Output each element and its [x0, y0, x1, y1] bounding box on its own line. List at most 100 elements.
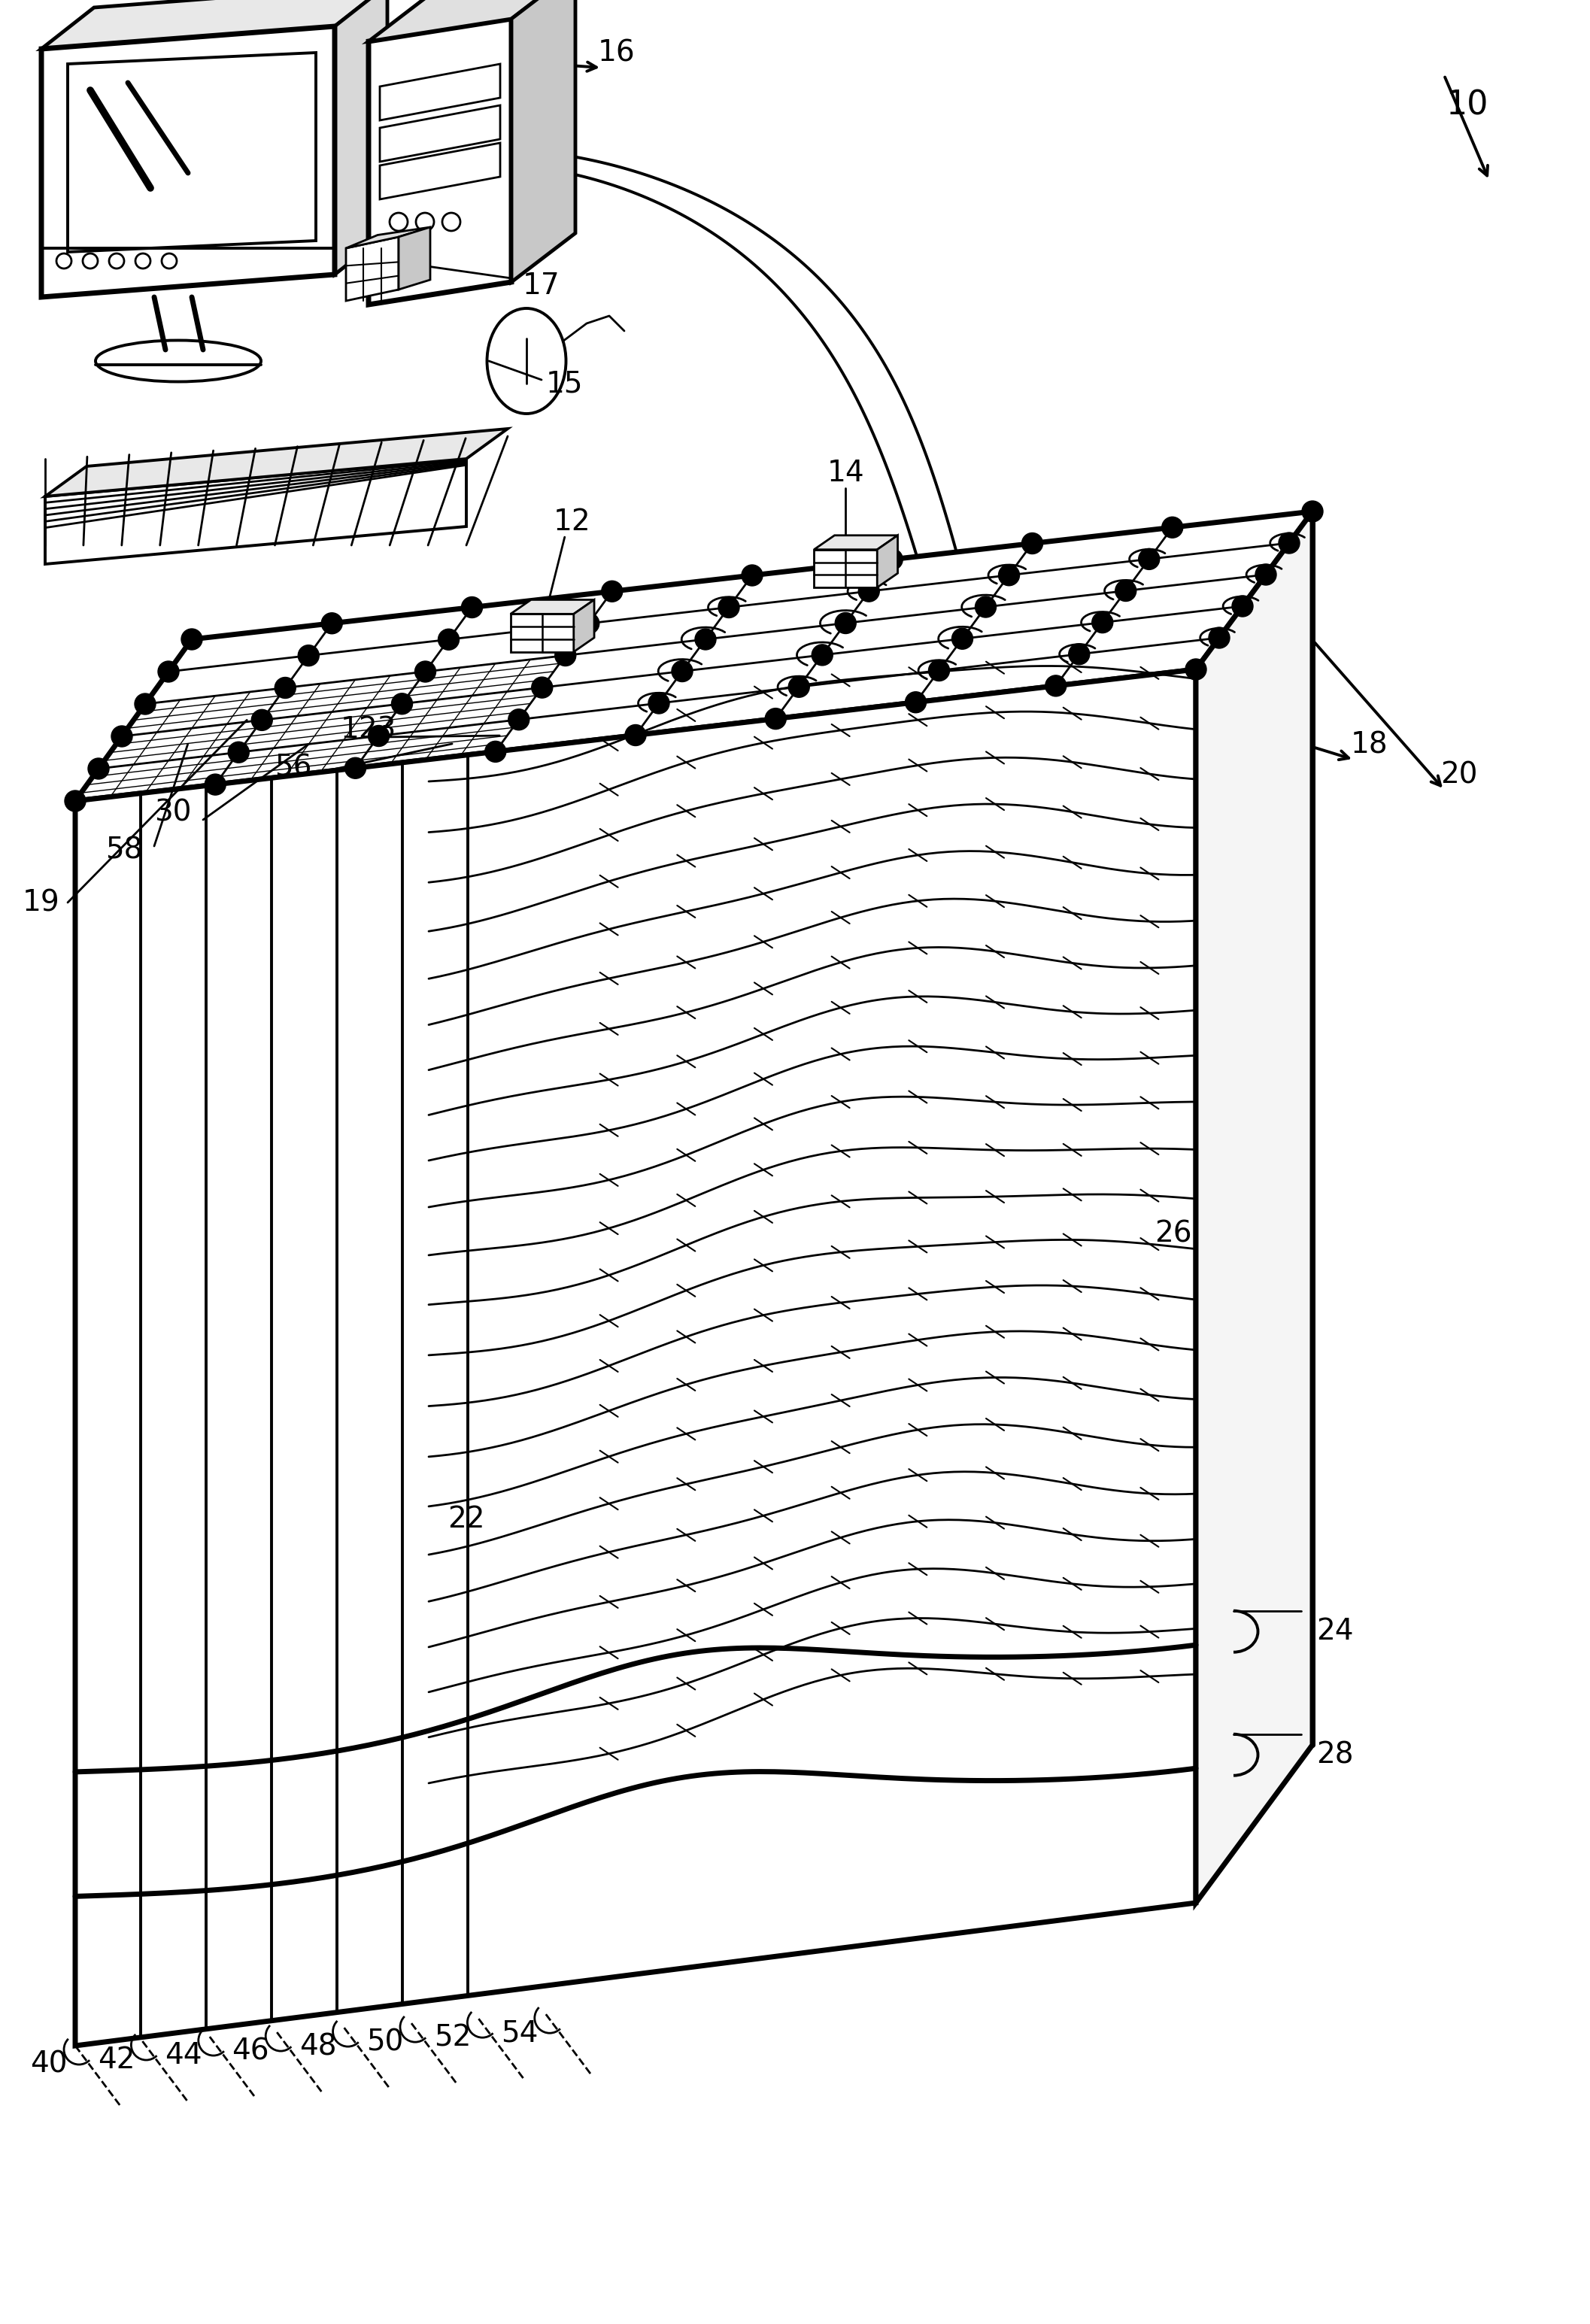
- Text: 44: 44: [165, 2040, 202, 2071]
- Circle shape: [741, 565, 763, 586]
- Circle shape: [719, 597, 739, 618]
- Circle shape: [555, 646, 576, 667]
- Circle shape: [1068, 644, 1089, 665]
- Text: 19: 19: [22, 888, 60, 916]
- Circle shape: [789, 676, 809, 697]
- Text: 15: 15: [545, 370, 582, 397]
- Circle shape: [999, 565, 1019, 586]
- Circle shape: [1092, 611, 1113, 632]
- Circle shape: [1302, 502, 1323, 523]
- Text: 58: 58: [105, 837, 143, 865]
- Circle shape: [391, 693, 412, 713]
- Polygon shape: [347, 237, 399, 300]
- Circle shape: [1255, 565, 1277, 586]
- Text: 123: 123: [340, 716, 396, 744]
- Polygon shape: [510, 600, 595, 614]
- Text: 17: 17: [523, 272, 560, 300]
- Polygon shape: [75, 669, 1196, 2045]
- Polygon shape: [510, 614, 574, 651]
- Polygon shape: [512, 0, 576, 281]
- Polygon shape: [335, 0, 388, 274]
- Circle shape: [859, 581, 879, 602]
- Circle shape: [369, 725, 390, 746]
- Text: 22: 22: [448, 1506, 485, 1534]
- Text: 56: 56: [275, 753, 312, 781]
- Text: 16: 16: [598, 40, 636, 67]
- Circle shape: [952, 627, 973, 648]
- Circle shape: [1162, 516, 1183, 537]
- Circle shape: [882, 548, 903, 569]
- Text: 40: 40: [30, 2050, 67, 2078]
- Text: 54: 54: [501, 2020, 537, 2047]
- Text: 18: 18: [1350, 730, 1388, 760]
- Circle shape: [157, 660, 180, 683]
- Circle shape: [1278, 532, 1299, 553]
- Circle shape: [345, 758, 366, 779]
- Circle shape: [1208, 627, 1229, 648]
- Text: 52: 52: [434, 2024, 471, 2052]
- Polygon shape: [41, 26, 335, 297]
- Circle shape: [205, 774, 226, 795]
- Circle shape: [625, 725, 646, 746]
- Text: 42: 42: [97, 2045, 135, 2075]
- Polygon shape: [814, 535, 898, 548]
- Circle shape: [181, 630, 202, 651]
- Ellipse shape: [487, 309, 566, 414]
- Polygon shape: [878, 535, 898, 588]
- Circle shape: [297, 646, 320, 667]
- Circle shape: [1045, 676, 1067, 697]
- Text: 30: 30: [154, 797, 192, 827]
- Text: 20: 20: [1441, 760, 1477, 788]
- Circle shape: [461, 597, 482, 618]
- Text: 14: 14: [827, 458, 865, 488]
- Polygon shape: [45, 458, 466, 565]
- Circle shape: [929, 660, 949, 681]
- Circle shape: [111, 725, 132, 746]
- Circle shape: [87, 758, 110, 779]
- Polygon shape: [399, 228, 431, 290]
- Polygon shape: [75, 511, 1312, 802]
- Text: 28: 28: [1317, 1741, 1353, 1769]
- Circle shape: [509, 709, 529, 730]
- Polygon shape: [369, 19, 512, 304]
- Circle shape: [531, 676, 553, 697]
- Circle shape: [601, 581, 623, 602]
- Polygon shape: [574, 600, 595, 651]
- Polygon shape: [347, 228, 431, 249]
- Polygon shape: [41, 0, 388, 49]
- Text: 46: 46: [232, 2036, 269, 2066]
- Circle shape: [1022, 532, 1043, 553]
- Circle shape: [1115, 581, 1137, 602]
- Circle shape: [835, 614, 855, 634]
- Polygon shape: [1196, 511, 1312, 1903]
- Circle shape: [649, 693, 669, 713]
- Polygon shape: [814, 548, 878, 588]
- Text: 12: 12: [553, 507, 591, 537]
- Polygon shape: [45, 428, 507, 497]
- Text: 50: 50: [367, 2029, 404, 2057]
- Text: 48: 48: [299, 2031, 337, 2061]
- Circle shape: [415, 660, 436, 683]
- Circle shape: [905, 693, 927, 713]
- Circle shape: [1186, 658, 1207, 681]
- Circle shape: [227, 741, 250, 762]
- Circle shape: [275, 676, 296, 697]
- Circle shape: [251, 709, 272, 730]
- Circle shape: [671, 660, 693, 681]
- Circle shape: [579, 614, 599, 634]
- Circle shape: [812, 644, 833, 665]
- Circle shape: [321, 614, 342, 634]
- Circle shape: [975, 597, 997, 618]
- Circle shape: [135, 693, 156, 713]
- Text: 24: 24: [1317, 1618, 1353, 1645]
- Text: 26: 26: [1154, 1220, 1192, 1248]
- Circle shape: [1138, 548, 1159, 569]
- Circle shape: [439, 630, 460, 651]
- Circle shape: [695, 630, 716, 651]
- Circle shape: [1232, 595, 1253, 616]
- Polygon shape: [369, 0, 576, 42]
- Text: 10: 10: [1445, 88, 1488, 121]
- Circle shape: [65, 790, 86, 811]
- Polygon shape: [68, 53, 316, 251]
- Circle shape: [765, 709, 785, 730]
